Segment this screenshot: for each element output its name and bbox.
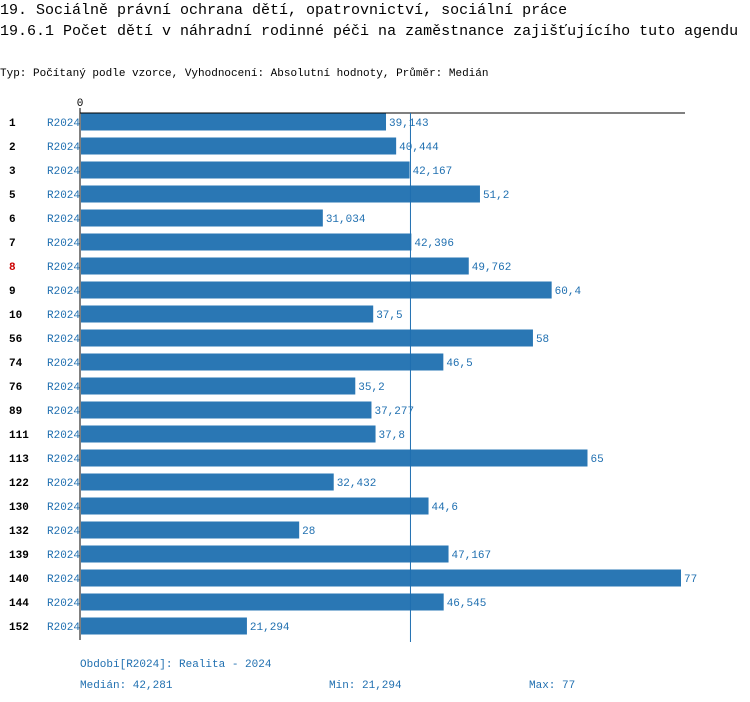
value-label: 32,432 [337, 478, 377, 490]
value-label: 35,2 [358, 382, 384, 394]
period-label: R2024 [47, 574, 80, 586]
period-label: R2024 [47, 526, 80, 538]
value-label: 60,4 [555, 286, 582, 298]
period-label: R2024 [47, 166, 80, 178]
category-label: 56 [9, 334, 22, 346]
category-label: 122 [9, 478, 29, 490]
median-label: Medián: 42,281 [80, 680, 173, 692]
category-label: 10 [9, 310, 22, 322]
period-label: R2024 [47, 502, 80, 514]
category-label: 89 [9, 406, 22, 418]
value-label: 39,143 [389, 118, 429, 130]
bar [81, 425, 376, 443]
bar [81, 281, 552, 299]
period-label: R2024 [47, 142, 80, 154]
bar [81, 113, 387, 131]
value-label: 47,167 [452, 550, 492, 562]
category-label: 8 [9, 262, 16, 274]
category-label: 7 [9, 238, 16, 250]
bar [81, 233, 412, 251]
period-label: R2024 [47, 286, 80, 298]
bar [81, 545, 449, 563]
x-tick-label: 0 [77, 98, 84, 110]
value-label: 31,034 [326, 214, 366, 226]
value-label: 77 [684, 574, 697, 586]
period-label: R2024 [47, 214, 80, 226]
category-label: 152 [9, 622, 29, 634]
category-label: 130 [9, 502, 29, 514]
value-label: 51,2 [483, 190, 509, 202]
bar [81, 593, 444, 611]
category-label: 6 [9, 214, 16, 226]
period-label: R2024 [47, 118, 80, 130]
value-label: 44,6 [432, 502, 458, 514]
period-label: R2024 [47, 382, 80, 394]
bar [81, 209, 323, 227]
value-label: 46,5 [446, 358, 472, 370]
period-label: R2024 [47, 334, 80, 346]
max-label: Max: 77 [529, 680, 575, 692]
bar [81, 161, 410, 179]
period-label: R2024 [47, 262, 80, 274]
category-label: 1 [9, 118, 16, 130]
value-label: 37,277 [374, 406, 414, 418]
value-label: 46,545 [447, 598, 487, 610]
period-label: R2024 [47, 310, 80, 322]
value-label: 21,294 [250, 622, 290, 634]
bar [81, 353, 444, 371]
bar [81, 329, 533, 347]
period-note: Období[R2024]: Realita - 2024 [80, 659, 272, 671]
period-label: R2024 [47, 622, 80, 634]
period-label: R2024 [47, 598, 80, 610]
category-label: 3 [9, 166, 16, 178]
bar [81, 617, 247, 635]
value-label: 58 [536, 334, 549, 346]
category-label: 2 [9, 142, 16, 154]
bar [81, 449, 588, 467]
category-label: 140 [9, 574, 29, 586]
period-label: R2024 [47, 478, 80, 490]
category-label: 5 [9, 190, 16, 202]
category-label: 74 [9, 358, 23, 370]
value-label: 65 [590, 454, 603, 466]
bar [81, 497, 429, 515]
category-label: 144 [9, 598, 29, 610]
value-label: 49,762 [472, 262, 512, 274]
value-label: 37,8 [379, 430, 405, 442]
bar [81, 473, 334, 491]
min-label: Min: 21,294 [329, 680, 402, 692]
title: 19. Sociálně právní ochrana dětí, opatro… [0, 2, 568, 19]
bar [81, 401, 372, 419]
value-label: 40,444 [399, 142, 439, 154]
category-label: 111 [9, 430, 29, 442]
period-label: R2024 [47, 550, 80, 562]
period-label: R2024 [47, 454, 80, 466]
bar [81, 185, 480, 203]
category-label: 139 [9, 550, 29, 562]
value-label: 42,167 [413, 166, 453, 178]
bar [81, 521, 300, 539]
value-label: 42,396 [414, 238, 454, 250]
bar [81, 569, 681, 587]
bar [81, 257, 469, 275]
period-label: R2024 [47, 406, 80, 418]
description: Typ: Počítaný podle vzorce, Vyhodnocení:… [0, 67, 488, 80]
period-label: R2024 [47, 238, 80, 250]
category-label: 113 [9, 454, 29, 466]
period-label: R2024 [47, 190, 80, 202]
category-label: 76 [9, 382, 22, 394]
bar [81, 137, 397, 155]
subtitle: 19.6.1 Počet dětí v náhradní rodinné péč… [0, 23, 739, 40]
value-label: 28 [302, 526, 315, 538]
value-label: 37,5 [376, 310, 402, 322]
category-label: 9 [9, 286, 16, 298]
period-label: R2024 [47, 358, 80, 370]
bar [81, 377, 356, 395]
bar [81, 305, 374, 323]
period-label: R2024 [47, 430, 80, 442]
category-label: 132 [9, 526, 29, 538]
